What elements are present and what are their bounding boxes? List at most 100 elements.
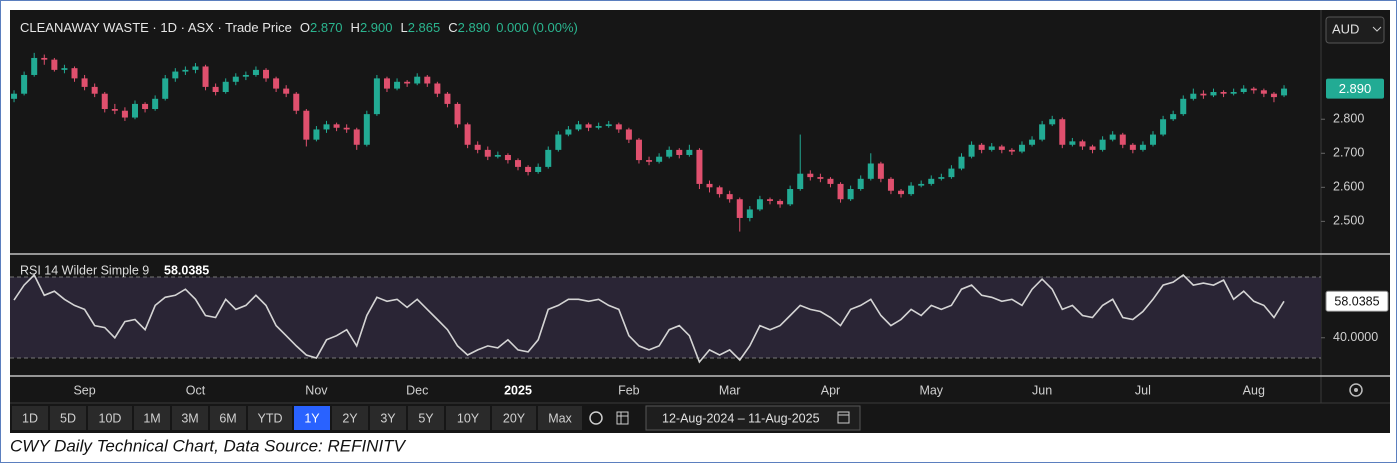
candle-body <box>1099 139 1106 150</box>
range-button[interactable] <box>538 406 582 430</box>
x-tick-label: Dec <box>406 383 428 397</box>
candle-body <box>353 129 360 145</box>
candle-body <box>605 124 612 127</box>
range-button[interactable] <box>248 406 292 430</box>
candle-body <box>232 76 239 82</box>
legend: CLEANAWAY WASTE · 1D · ASX · Trade Price… <box>20 20 578 35</box>
candle-body <box>787 189 794 205</box>
candle-body <box>91 86 98 94</box>
candle-body <box>666 149 673 157</box>
candle-body <box>1210 92 1217 96</box>
date-range-box[interactable] <box>645 405 861 431</box>
candle-body <box>1220 92 1227 94</box>
candle-body <box>696 149 703 184</box>
chart-settings-icon[interactable] <box>589 411 603 425</box>
candle-body <box>1059 119 1066 145</box>
range-button-label: 1M <box>143 411 160 425</box>
candle-body <box>192 66 199 70</box>
candle-body <box>1260 90 1267 94</box>
range-button[interactable] <box>446 406 490 430</box>
candle-body <box>424 76 431 84</box>
candle-body <box>968 144 975 157</box>
candle-body <box>777 200 784 205</box>
candle-body <box>1139 144 1146 150</box>
indicator-value: 58.0385 <box>164 263 209 277</box>
candle-body <box>212 86 219 92</box>
candle-body <box>1230 92 1237 94</box>
date-range: 12-Aug-2024 – 11-Aug-2025 <box>662 411 820 425</box>
candle-body <box>847 189 854 200</box>
toolbar: 1D 5D 10D 1M 3M 6M YTD 1Y 2Y 3Y 5Y 10Y 20Y Max 12-Aug-… <box>12 405 861 431</box>
y-tick-label: 2.600 <box>1333 180 1364 194</box>
price-tag <box>1326 78 1384 99</box>
range-button[interactable] <box>408 406 444 430</box>
candle-body <box>242 74 249 77</box>
candle-body <box>81 78 88 87</box>
range-button[interactable] <box>50 406 86 430</box>
range-button[interactable] <box>88 406 132 430</box>
range-button-label: 10Y <box>457 411 480 425</box>
candle-body <box>313 129 320 140</box>
range-button-label: 1Y <box>304 411 320 425</box>
candle-body <box>515 160 522 167</box>
candle-body <box>293 93 300 111</box>
candle-body <box>716 187 723 195</box>
candle-body <box>1250 88 1257 91</box>
candle-body <box>918 183 925 186</box>
x-tick-label: Oct <box>186 383 206 397</box>
candle-body <box>404 81 411 84</box>
calendar-icon[interactable] <box>837 411 850 424</box>
candle-body <box>978 144 985 150</box>
range-button-label: 6M <box>219 411 236 425</box>
candle-body <box>31 57 38 75</box>
candle-body <box>383 78 390 89</box>
candle-body <box>1190 93 1197 99</box>
x-tick-label: Jun <box>1032 383 1052 397</box>
range-button[interactable] <box>134 406 170 430</box>
y-tick-label: 2.500 <box>1333 214 1364 228</box>
candle-body <box>11 93 18 99</box>
candle-body <box>686 149 693 155</box>
candle-body <box>1008 149 1015 152</box>
candle-body <box>1150 134 1157 145</box>
range-button[interactable] <box>210 406 246 430</box>
candle-body <box>142 103 149 110</box>
x-tick-label: Apr <box>821 383 840 397</box>
candle-body <box>162 78 169 99</box>
range-button[interactable] <box>294 406 330 430</box>
candle-body <box>283 88 290 94</box>
candle-body <box>1200 93 1207 96</box>
currency-select[interactable] <box>1325 16 1385 44</box>
candle-body <box>333 124 340 128</box>
candle-body <box>525 166 532 172</box>
change: 0.000 (0.00%) <box>496 20 578 35</box>
candle-body <box>61 68 68 70</box>
candle-body <box>182 69 189 72</box>
candle-body <box>635 139 642 161</box>
candle-body <box>706 183 713 188</box>
chart-panel <box>10 10 1390 433</box>
range-button-label: 1D <box>22 411 38 425</box>
x-tick-label: Nov <box>305 383 328 397</box>
candle-body <box>837 183 844 200</box>
candle-body <box>898 190 905 195</box>
candle-body <box>555 134 562 150</box>
range-button-label: 5Y <box>418 411 434 425</box>
candle-body <box>938 177 945 179</box>
candle-body <box>928 178 935 184</box>
range-button[interactable] <box>172 406 208 430</box>
candle-body <box>998 146 1005 150</box>
settings-icon[interactable] <box>1349 383 1363 397</box>
range-button[interactable] <box>12 406 48 430</box>
range-button-label: 3M <box>181 411 198 425</box>
range-button[interactable] <box>332 406 368 430</box>
range-button[interactable] <box>370 406 406 430</box>
table-icon[interactable] <box>616 411 629 425</box>
candle-body <box>877 163 884 179</box>
candle-body <box>1109 134 1116 140</box>
candle-body <box>152 98 159 110</box>
range-button[interactable] <box>492 406 536 430</box>
ohlc-value: 2.865 <box>408 20 441 35</box>
y-tick-label: 2.700 <box>1333 146 1364 160</box>
candle-body <box>434 83 441 94</box>
